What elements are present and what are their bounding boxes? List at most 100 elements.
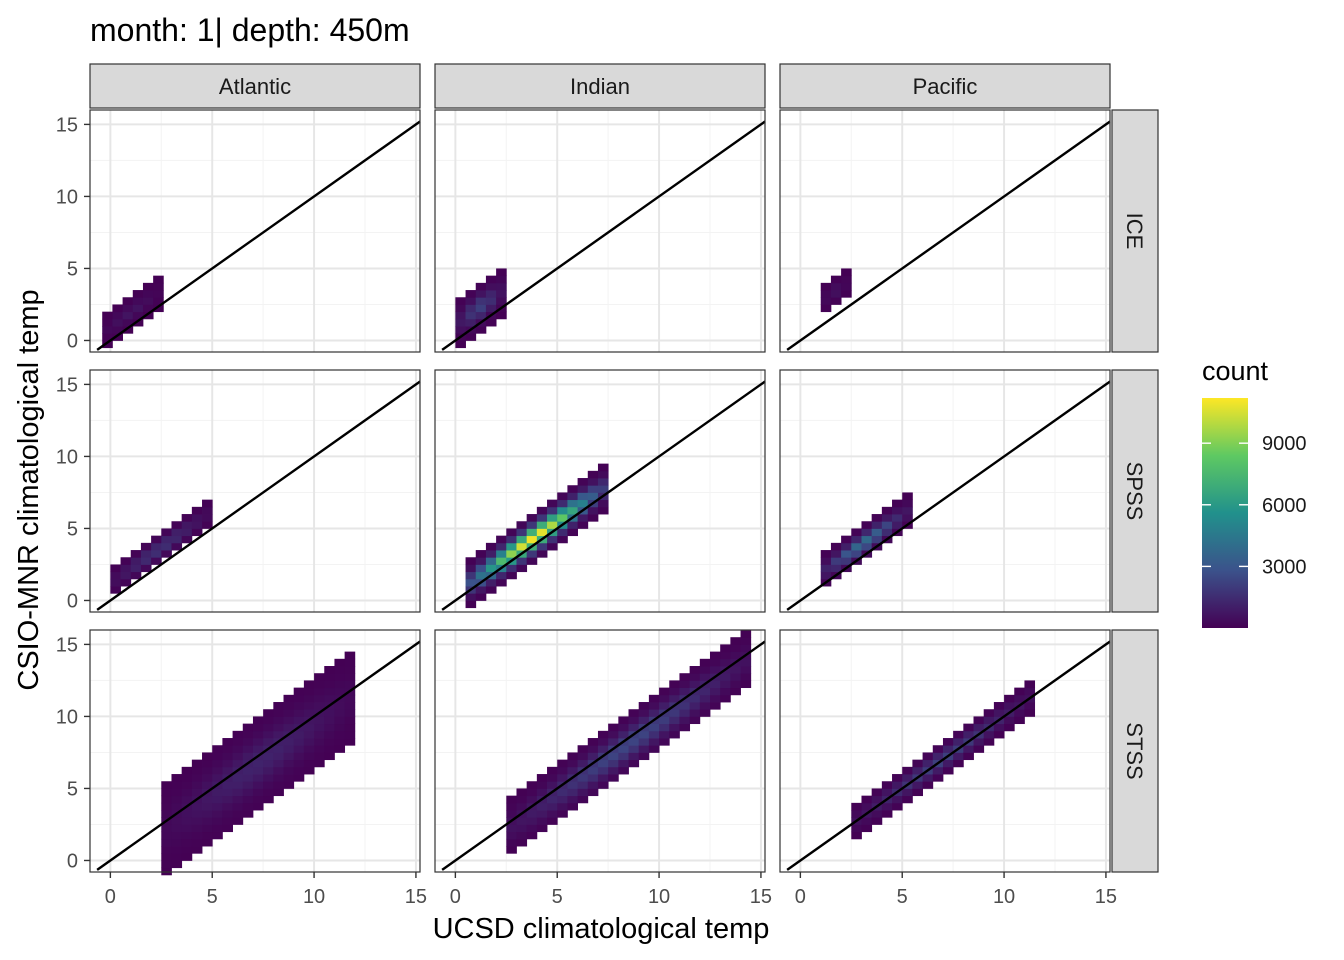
- identity-line: [441, 120, 766, 351]
- heatmap-tile: [608, 759, 619, 768]
- chart-title: month: 1| depth: 450m: [90, 12, 410, 48]
- heatmap-tile: [181, 810, 193, 818]
- heatmap-tile: [151, 550, 162, 558]
- heatmap-tile: [587, 781, 599, 789]
- heatmap-tile: [547, 774, 558, 782]
- heatmap-tile: [202, 514, 213, 522]
- heatmap-tile: [485, 564, 497, 573]
- heatmap-tile: [506, 571, 517, 580]
- heatmap-tile: [506, 810, 517, 818]
- heatmap-tile: [587, 492, 599, 501]
- heatmap-tile: [130, 557, 142, 565]
- heatmap-tile: [191, 766, 203, 775]
- heatmap-tile: [730, 637, 741, 645]
- heatmap-tile: [273, 745, 284, 753]
- heatmap-tile: [922, 752, 934, 761]
- heatmap-tile: [455, 304, 466, 313]
- heatmap-tile: [973, 745, 985, 753]
- x-tick-label: 5: [552, 886, 563, 908]
- heatmap-tile: [252, 738, 264, 746]
- heatmap-tile: [922, 759, 934, 768]
- heatmap-tile: [171, 535, 183, 544]
- heatmap-tile: [485, 318, 497, 327]
- y-axis-label: CSIO-MNR climatological temp: [13, 289, 45, 690]
- heatmap-tile: [659, 702, 670, 710]
- heatmap-tile: [577, 774, 589, 782]
- heatmap-tile: [252, 788, 264, 797]
- heatmap-tile: [557, 528, 568, 537]
- heatmap-tile: [496, 557, 507, 565]
- heatmap-tile: [314, 694, 325, 703]
- heatmap-tile: [334, 673, 346, 681]
- heatmap-tile: [902, 492, 913, 501]
- heatmap-tile: [465, 593, 477, 601]
- heatmap-tile: [283, 752, 295, 761]
- heatmap-tile: [577, 752, 589, 761]
- heatmap-tile: [983, 730, 995, 739]
- heatmap-tile: [202, 838, 213, 847]
- heatmap-tile: [171, 774, 183, 782]
- heatmap-tile: [293, 766, 305, 775]
- heatmap-tile: [597, 499, 609, 508]
- heatmap-tile: [993, 730, 1005, 739]
- heatmap-tile: [475, 304, 487, 313]
- heatmap-tile: [263, 781, 274, 789]
- heatmap-tile: [293, 759, 305, 768]
- heatmap-tile: [516, 802, 528, 811]
- heatmap-tile: [526, 521, 538, 529]
- heatmap-tile: [536, 774, 548, 782]
- heatmap-tile: [202, 817, 213, 825]
- heatmap-tile: [699, 694, 711, 703]
- heatmap-tile: [892, 521, 903, 529]
- heatmap-tile: [669, 709, 680, 717]
- heatmap-tile: [942, 738, 954, 746]
- heatmap-tile: [283, 745, 295, 753]
- heatmap-tile: [547, 766, 558, 775]
- heatmap-tile: [496, 282, 507, 291]
- heatmap-tile: [689, 680, 701, 689]
- panel-border: [434, 629, 766, 873]
- heatmap-tile: [303, 752, 315, 761]
- heatmap-tile: [710, 651, 721, 660]
- heatmap-tile: [881, 521, 893, 529]
- heatmap-tile: [252, 723, 264, 732]
- heatmap-tile: [567, 795, 578, 804]
- heatmap-tile: [181, 521, 193, 529]
- heatmap-tile: [567, 766, 578, 775]
- heatmap-tile: [830, 282, 842, 291]
- heatmap-tile: [892, 781, 903, 789]
- heatmap-tile: [102, 340, 113, 349]
- heatmap-tile: [222, 766, 233, 775]
- heatmap-tile: [202, 795, 213, 804]
- heatmap-tile: [171, 831, 183, 840]
- heatmap-tile: [577, 492, 589, 501]
- identity-line: [441, 640, 766, 871]
- heatmap-tile: [730, 680, 741, 689]
- heatmap-tile: [202, 759, 213, 768]
- heatmap-tile: [506, 528, 517, 537]
- heatmap-tile: [212, 824, 223, 833]
- facet-strip-ice: [1111, 109, 1159, 353]
- heatmap-tile: [102, 311, 113, 320]
- y-tick-label: 5: [67, 518, 78, 540]
- heatmap-tile: [740, 637, 752, 645]
- heatmap-tile: [547, 542, 558, 551]
- heatmap-tile: [587, 774, 599, 782]
- heatmap-tile: [912, 766, 923, 775]
- heatmap-tile: [730, 666, 741, 674]
- heatmap-tile: [648, 694, 660, 703]
- heatmap-tile: [465, 297, 477, 305]
- heatmap-tile: [324, 709, 335, 717]
- heatmap-tile: [475, 311, 487, 320]
- panel-border: [89, 369, 421, 613]
- heatmap-tile: [557, 759, 568, 768]
- heatmap-tile: [273, 788, 284, 797]
- heatmap-tile: [242, 788, 254, 797]
- heatmap-tile: [689, 709, 701, 717]
- heatmap-tile: [1014, 709, 1025, 717]
- heatmap-tile: [993, 723, 1005, 732]
- heatmap-tile: [587, 788, 599, 797]
- heatmap-tile: [618, 723, 629, 732]
- heatmap-tile: [314, 730, 325, 739]
- heatmap-tile: [669, 687, 680, 696]
